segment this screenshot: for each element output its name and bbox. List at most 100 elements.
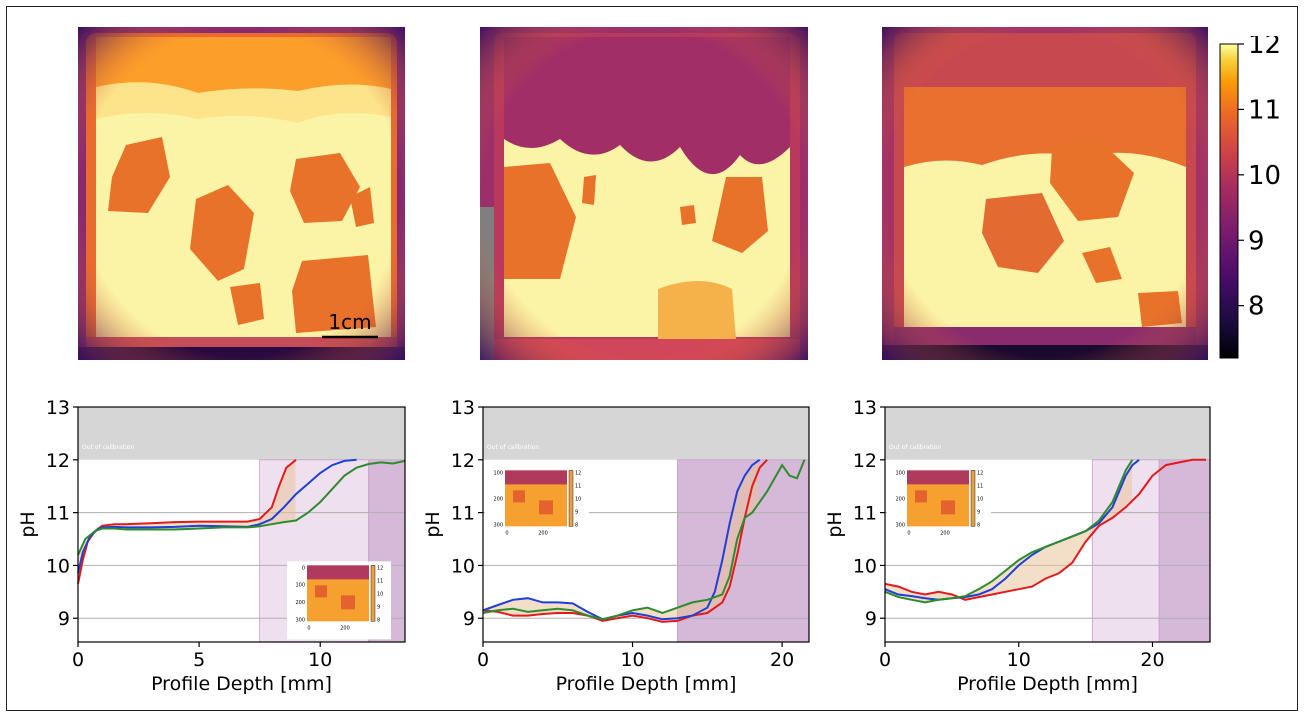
y-tick-label: 13 xyxy=(451,397,475,419)
y-tick-label: 11 xyxy=(853,503,877,525)
inset-y-tick-label: 200 xyxy=(295,600,305,606)
y-tick-label: 10 xyxy=(46,555,70,577)
inset-image-grain xyxy=(315,585,327,598)
out-of-calibration-label: Out of calibration xyxy=(82,444,134,451)
inset-colorbar-tick-label: 9 xyxy=(575,509,578,515)
series-line xyxy=(884,459,1140,601)
plot-frame xyxy=(884,406,1211,643)
series-line xyxy=(482,459,768,623)
x-axis-label: Profile Depth [mm] xyxy=(556,673,737,695)
out-of-calibration-band xyxy=(483,407,809,460)
inset-x-tick-label: 200 xyxy=(538,530,548,536)
x-tick-label: 20 xyxy=(1140,649,1164,671)
x-axis-label: Profile Depth [mm] xyxy=(151,673,332,695)
y-tick-label: 9 xyxy=(463,608,475,630)
x-tick-label: 0 xyxy=(477,649,489,671)
ph-image-sample-2 xyxy=(480,27,808,360)
y-tick-label: 12 xyxy=(46,450,70,472)
inset-x-tick-label: 200 xyxy=(940,530,950,536)
inset-x-tick-label: 200 xyxy=(340,625,350,631)
colorbar: 12 11 10 9 8 xyxy=(1218,30,1302,366)
inset-image-top xyxy=(505,470,567,485)
ph-image-sample-1: 1cm xyxy=(78,27,405,360)
inset-colorbar-tick-label: 10 xyxy=(377,591,383,597)
inset-x-tick-label: 0 xyxy=(907,530,910,536)
inset-colorbar-tick-label: 11 xyxy=(575,483,581,489)
out-of-calibration-label: Out of calibration xyxy=(889,444,941,451)
y-tick-label: 11 xyxy=(46,503,70,525)
inset-colorbar-tick-label: 11 xyxy=(977,483,983,489)
ph-profile-plot-2: Out of calibration 12 11 10 9 8 100 200 300 0 200 9… xyxy=(410,385,820,715)
colorbar-gradient xyxy=(1219,43,1239,359)
shaded-depth-region xyxy=(1158,459,1211,643)
y-tick-label: 10 xyxy=(451,555,475,577)
y-tick-label: 9 xyxy=(865,608,877,630)
inset-colorbar-tick-label: 10 xyxy=(575,496,581,502)
inset-colorbar-tick-label: 8 xyxy=(977,522,980,528)
inset-x-tick-label: 0 xyxy=(505,530,508,536)
inset-image-grain xyxy=(341,595,355,610)
inset-colorbar-tick-label: 12 xyxy=(377,565,383,571)
inset-colorbar-tick-label: 12 xyxy=(977,470,983,476)
inset-colorbar-tick-label: 8 xyxy=(575,522,578,528)
ph-profile-plot-1: Out of calibration 12 11 10 9 8 0 100 200 300 0 200… xyxy=(0,385,420,715)
inset-image-grain xyxy=(539,500,553,515)
plot-frame xyxy=(77,406,406,643)
ph-profile-plot-3: Out of calibration 12 11 10 9 8 100 200 300 0 200 9… xyxy=(815,385,1225,715)
inset-image-grain xyxy=(915,490,927,503)
inset-colorbar-tick-label: 9 xyxy=(977,509,980,515)
y-tick-label: 9 xyxy=(58,608,70,630)
ph-image-sample-3 xyxy=(882,27,1208,360)
out-of-calibration-band xyxy=(78,407,405,460)
x-tick-label: 20 xyxy=(770,649,794,671)
inset-y-tick-label: 200 xyxy=(895,496,905,502)
out-of-calibration-band xyxy=(885,407,1210,460)
x-axis-label: Profile Depth [mm] xyxy=(957,673,1138,695)
inset-colorbar-tick-label: 10 xyxy=(977,496,983,502)
y-tick-label: 10 xyxy=(853,555,877,577)
colorbar-tick-label: 9 xyxy=(1248,226,1265,256)
y-axis-label: pH xyxy=(824,511,846,537)
inset-image-grain xyxy=(513,490,525,503)
x-tick-label: 10 xyxy=(308,649,332,671)
colorbar-tick-label: 11 xyxy=(1248,95,1281,125)
inset-y-tick-label: 0 xyxy=(302,565,305,571)
x-tick-label: 10 xyxy=(1007,649,1031,671)
out-of-calibration-label: Out of calibration xyxy=(487,444,539,451)
inset-colorbar-tick-label: 8 xyxy=(377,617,380,623)
inset-colorbar xyxy=(970,470,976,527)
scale-bar-label: 1cm xyxy=(328,310,371,334)
y-tick-label: 12 xyxy=(853,450,877,472)
inset-y-tick-label: 300 xyxy=(493,522,503,528)
y-axis-label: pH xyxy=(17,511,39,537)
y-tick-label: 13 xyxy=(46,397,70,419)
inset-y-tick-label: 100 xyxy=(895,470,905,476)
series-line xyxy=(482,458,761,621)
figure-frame xyxy=(6,6,1298,711)
x-tick-label: 10 xyxy=(620,649,644,671)
inset-y-tick-label: 100 xyxy=(295,583,305,589)
inset-x-tick-label: 0 xyxy=(307,625,310,631)
inset-y-tick-label: 200 xyxy=(493,496,503,502)
inset-image-top xyxy=(307,565,369,580)
plot-frame xyxy=(482,406,810,643)
inset-image-top xyxy=(907,470,969,485)
y-tick-label: 13 xyxy=(853,397,877,419)
x-tick-label: 0 xyxy=(72,649,84,671)
colorbar-tick-label: 12 xyxy=(1248,36,1281,60)
inset-y-tick-label: 100 xyxy=(493,470,503,476)
series-line xyxy=(482,459,806,621)
inset-colorbar-tick-label: 11 xyxy=(377,578,383,584)
series-line xyxy=(884,459,1134,604)
x-tick-label: 5 xyxy=(193,649,205,671)
inset-colorbar xyxy=(568,470,574,527)
x-tick-label: 0 xyxy=(879,649,891,671)
y-tick-label: 12 xyxy=(451,450,475,472)
inset-colorbar-tick-label: 9 xyxy=(377,604,380,610)
inset-image-grain xyxy=(941,500,955,515)
y-tick-label: 11 xyxy=(451,503,475,525)
series-line xyxy=(884,458,1206,601)
